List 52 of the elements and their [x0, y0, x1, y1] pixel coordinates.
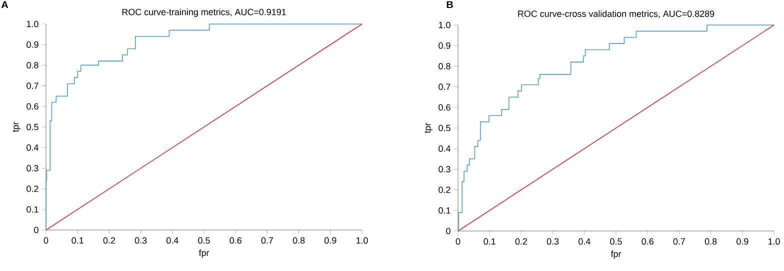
x-tick-label: 0.7 — [673, 238, 685, 245]
y-axis-title: tpr — [12, 122, 20, 132]
x-tick-label: 0.3 — [546, 238, 559, 245]
x-tick-label: 0.1 — [484, 238, 496, 245]
x-tick-label: 0.9 — [324, 237, 336, 244]
x-tick-label: 0.1 — [72, 237, 84, 244]
y-tick-label: 0.7 — [26, 82, 38, 89]
y-tick-label: 0.9 — [438, 42, 450, 49]
x-tick-label: 0.4 — [578, 238, 590, 245]
y-tick-label: 0.2 — [26, 186, 38, 192]
x-axis-title: fpr — [610, 250, 622, 259]
y-axis-title: tpr — [424, 122, 432, 134]
x-tick-label: 0.7 — [261, 237, 273, 244]
y-tick-label: 0.5 — [26, 124, 38, 130]
y-tick-label: 0 — [34, 226, 38, 234]
x-tick-label: 0 — [456, 238, 460, 245]
x-tick-label: 0.6 — [230, 237, 242, 244]
y-tick-label: 1.0 — [26, 20, 38, 28]
chart-title: ROC curve-training metrics, AUC=0.9191 — [122, 8, 286, 17]
y-tick-label: 0.5 — [438, 124, 450, 132]
y-tick-label: 1.0 — [438, 22, 450, 28]
y-tick-label: 0.4 — [26, 144, 38, 151]
x-tick-label: 0.8 — [292, 237, 305, 244]
x-tick-label: 0.4 — [166, 237, 178, 244]
x-tick-label: 0.5 — [198, 237, 210, 244]
y-tick-label: 0.3 — [26, 165, 38, 172]
y-tick-label: 0.9 — [26, 41, 38, 48]
y-tick-label: 0 — [446, 228, 450, 234]
x-tick-label: 0.3 — [134, 237, 147, 244]
x-tick-label: 0.2 — [515, 238, 527, 245]
x-axis-title: fpr — [198, 249, 210, 258]
y-tick-label: 0.1 — [438, 207, 450, 214]
x-tick-label: 0 — [44, 237, 48, 244]
x-tick-label: 0.9 — [736, 238, 748, 245]
x-tick-label: 0.2 — [103, 237, 115, 244]
x-tick-label: 0.8 — [704, 238, 717, 245]
text: B — [446, 1, 453, 8]
x-tick-label: 1.0 — [768, 238, 780, 245]
y-tick-label: 0.3 — [438, 166, 450, 172]
y-tick-label: 0.6 — [26, 103, 38, 110]
x-tick-label: 1.0 — [356, 237, 368, 244]
chart-title: ROC curve-cross validation metrics, AUC=0.8289 — [518, 10, 714, 18]
y-tick-label: 0.6 — [438, 104, 450, 111]
x-tick-label: 0.5 — [610, 238, 622, 245]
y-tick-label: 0.8 — [26, 62, 38, 68]
y-tick-label: 0.2 — [438, 186, 450, 193]
y-tick-label: 0.8 — [438, 63, 450, 70]
y-tick-label: 0.7 — [438, 84, 450, 90]
y-tick-label: 0.1 — [26, 206, 38, 213]
y-tick-label: 0.4 — [438, 145, 450, 152]
text: A — [1, 1, 8, 8]
x-tick-label: 0.6 — [642, 238, 654, 245]
